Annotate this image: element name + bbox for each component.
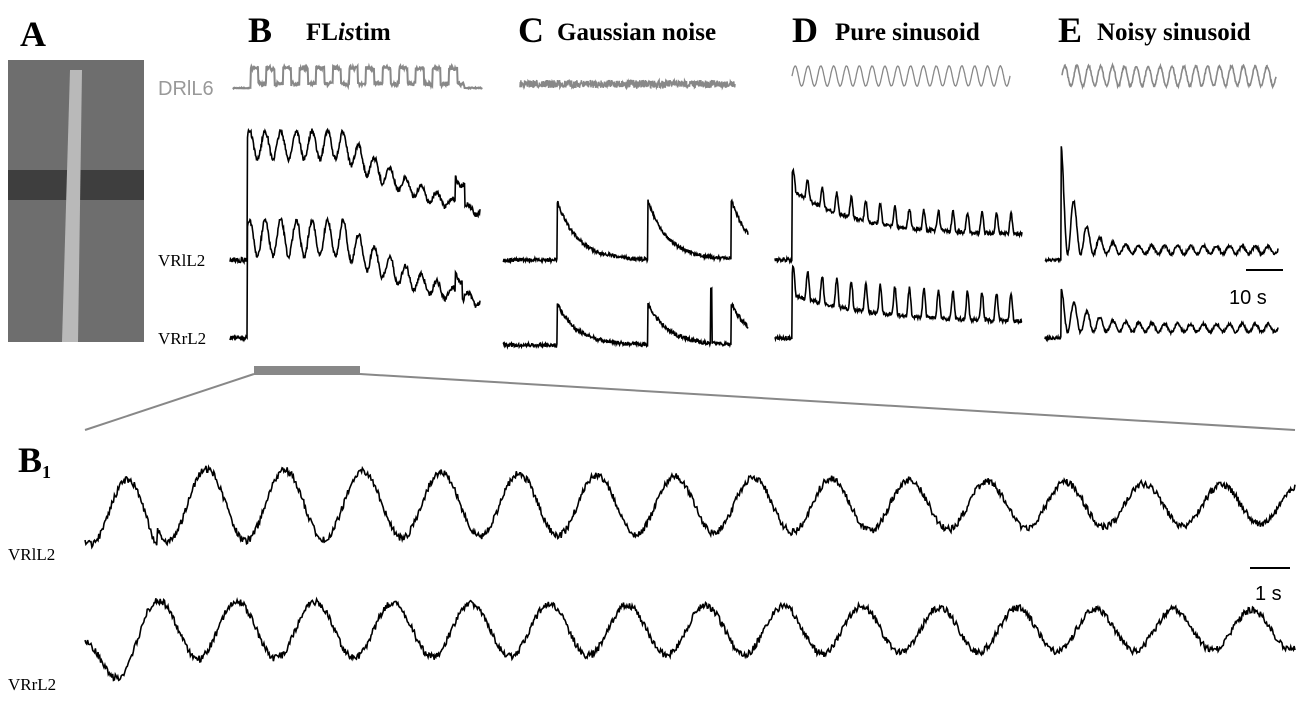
panel-letter: A (20, 14, 46, 54)
trace-label: VRrL2 (158, 329, 206, 348)
trace (502, 198, 749, 265)
title-part: is (338, 19, 355, 46)
scale-label: 1 s (1255, 583, 1282, 605)
panel-title: FListim (306, 19, 391, 46)
zoom-line (359, 373, 1296, 431)
panel-title: Pure sinusoid (835, 19, 980, 46)
trace (84, 464, 1296, 550)
trace (232, 62, 483, 91)
trace (229, 127, 481, 265)
panel-letter: C (518, 10, 544, 50)
trace-label: VRrL2 (8, 675, 56, 694)
trace (1061, 62, 1277, 91)
letter: B (18, 440, 42, 480)
trace (519, 77, 736, 91)
zoom-region (254, 366, 360, 375)
panel-title: Gaussian noise (557, 19, 716, 46)
trace (229, 216, 481, 343)
scale-label: 10 s (1229, 287, 1267, 309)
panel-letter: B1 (18, 440, 51, 482)
subscript: 1 (42, 462, 51, 482)
trace (502, 286, 749, 350)
trace (774, 264, 1023, 343)
title-part: tim (355, 19, 391, 46)
panel-title: Noisy sinusoid (1097, 19, 1251, 46)
title-part: FL (306, 19, 338, 46)
trace (774, 167, 1023, 265)
trace (84, 596, 1296, 682)
trace-label: VRlL2 (158, 251, 205, 270)
trace (791, 64, 1011, 88)
trace (1044, 146, 1279, 264)
trace-label: DRlL6 (158, 78, 214, 100)
trace-label: VRlL2 (8, 545, 55, 564)
trace (1044, 288, 1279, 343)
photo-cord (62, 70, 82, 342)
panel-letter: E (1058, 10, 1082, 50)
zoom-line (84, 373, 255, 431)
panel-letter: B (248, 10, 272, 50)
panel-letter: D (792, 10, 818, 50)
